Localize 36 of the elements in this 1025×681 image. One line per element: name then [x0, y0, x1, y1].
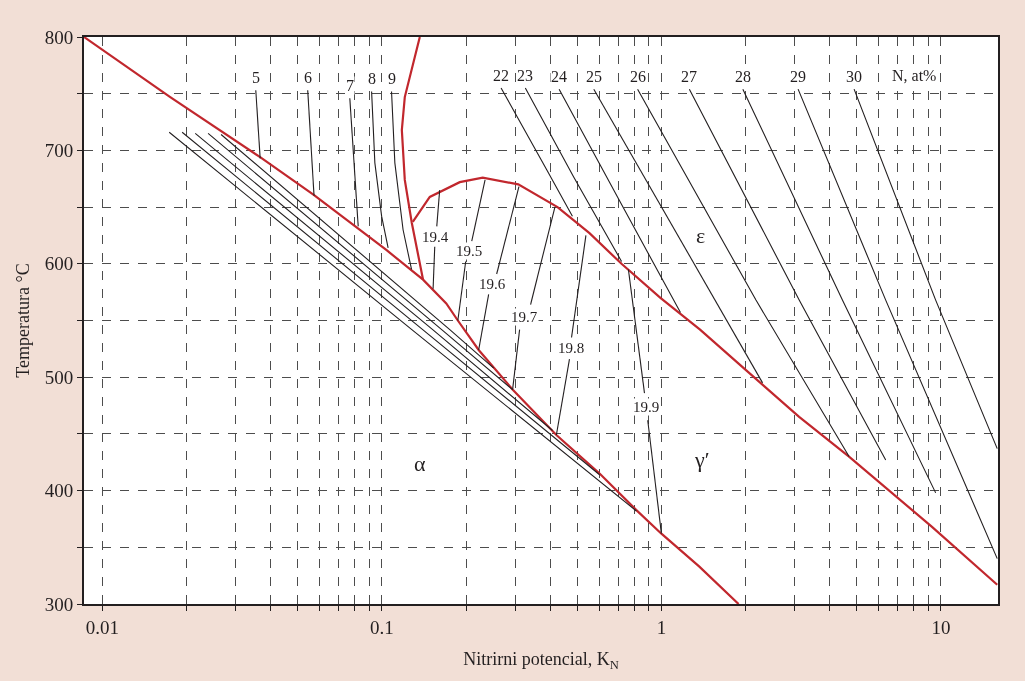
series-label: 29 — [790, 68, 806, 85]
series-label: 28 — [735, 68, 751, 85]
series-label: 5 — [252, 69, 260, 86]
y-tick-label: 700 — [44, 140, 74, 162]
series-label: 8 — [368, 70, 376, 87]
y-axis-title: Temperatura °C — [13, 263, 34, 378]
x-tick-label: 1 — [656, 616, 667, 638]
series-label: 19.9 — [633, 399, 660, 415]
annotation: α — [414, 451, 426, 476]
x-tick-label: 0.01 — [85, 616, 119, 638]
series-label: 9 — [388, 70, 396, 87]
y-tick-label: 400 — [44, 480, 74, 502]
series-label: 7 — [346, 77, 354, 94]
series-label: 23 — [517, 67, 533, 84]
series-label: 30 — [846, 68, 862, 85]
series-label: 6 — [304, 69, 312, 86]
y-tick-label: 600 — [44, 253, 74, 275]
y-tick-label: 800 — [44, 26, 74, 48]
series-label: 19.7 — [511, 309, 538, 325]
annotation: N, at% — [892, 67, 937, 84]
series-label: 24 — [551, 68, 567, 85]
y-tick-label: 300 — [44, 593, 74, 615]
series-label: 19.6 — [479, 276, 506, 292]
annotation: γ′ — [694, 447, 710, 472]
series-label: 22 — [493, 67, 509, 84]
series-label: 19.5 — [456, 243, 483, 259]
y-tick-label: 500 — [44, 366, 74, 388]
x-axis-title: Nitrirni potencial, K$_{N}$ — [463, 649, 619, 673]
series-label: 19.8 — [558, 340, 585, 356]
series-label: 25 — [586, 68, 602, 85]
series-label: 26 — [630, 68, 646, 85]
series-label: 19.4 — [422, 229, 449, 245]
x-tick-label: 0.1 — [369, 616, 394, 638]
annotation: ε — [696, 223, 706, 248]
x-tick-label: 10 — [931, 616, 951, 638]
series-label: 27 — [681, 68, 697, 85]
